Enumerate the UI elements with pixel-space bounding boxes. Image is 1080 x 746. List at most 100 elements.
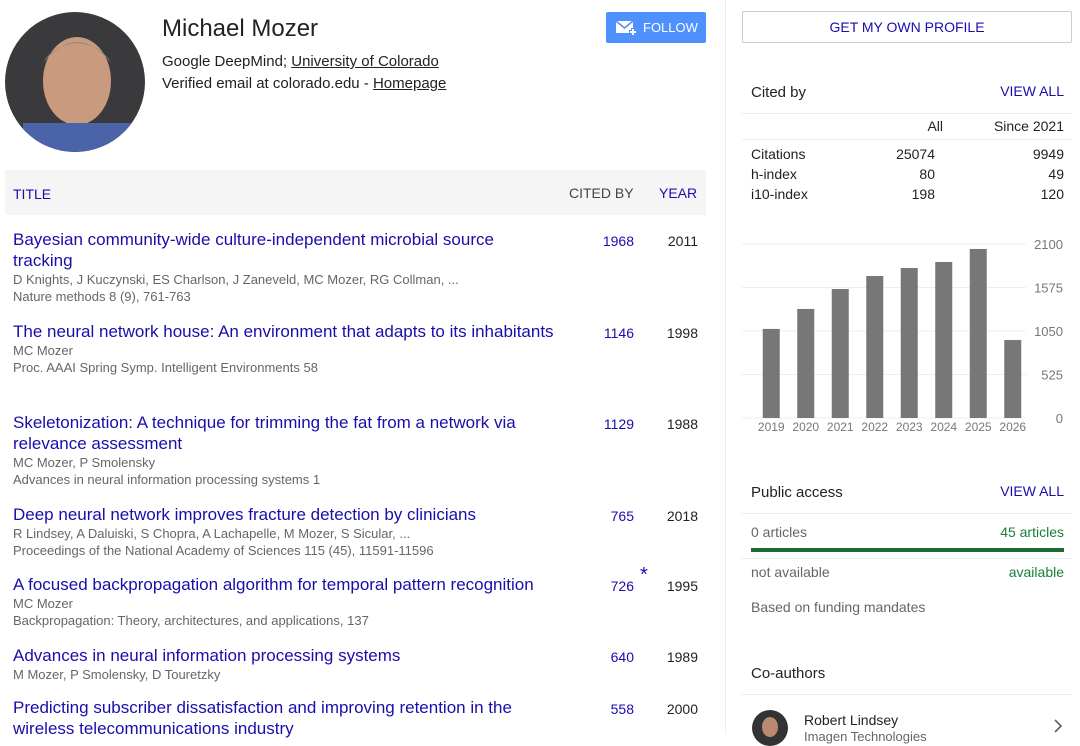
cited-by-count[interactable]: 558: [610, 701, 634, 717]
article-venue: Advances in neural information processin…: [13, 472, 321, 487]
cited-by-count[interactable]: 726: [610, 578, 634, 594]
citation-chart: 0 525 1050 1575 2100 2019 2020 2021 2022 2023 2024…: [742, 237, 1063, 434]
header-title[interactable]: TITLE: [13, 186, 52, 202]
metric-all: 80: [919, 166, 935, 182]
x-tick-label: 2019: [758, 420, 785, 434]
article-authors: R Lindsey, A Daluiski, S Chopra, A Lacha…: [13, 526, 411, 541]
rule: [742, 694, 1072, 695]
article-year: 1995: [666, 578, 698, 594]
coauthor-avatar: [752, 710, 788, 746]
public-access-title: Public access: [751, 484, 843, 501]
bar: [831, 288, 849, 418]
metric-since: 120: [1040, 186, 1064, 202]
x-tick-label: 2026: [999, 420, 1026, 434]
article-year: 1989: [666, 649, 698, 665]
progress-bar: [751, 548, 1064, 552]
bar: [797, 308, 815, 418]
article-year: 2000: [666, 701, 698, 717]
email-text: Verified email at colorado.edu -: [162, 75, 369, 92]
metric-since: 49: [1048, 166, 1064, 182]
bar: [969, 248, 987, 418]
cited-by-count[interactable]: 1146: [603, 325, 634, 341]
bar: [866, 275, 884, 418]
x-tick-label: 2022: [861, 420, 888, 434]
column-header: All: [927, 118, 943, 134]
chevron[interactable]: [1052, 718, 1064, 734]
metric-all: 198: [911, 186, 935, 202]
article-venue: Proceedings of the National Academy of S…: [13, 543, 434, 558]
article-title[interactable]: Advances in neural information processin…: [13, 646, 401, 665]
bar: [1004, 340, 1022, 418]
article-title[interactable]: Bayesian community-wide culture-independ…: [13, 230, 494, 270]
article-venue: Nature methods 8 (9), 761-763: [13, 289, 191, 304]
homepage-link[interactable]: Homepage: [372, 75, 447, 92]
avatar: [5, 12, 145, 152]
available-label: available: [1008, 564, 1064, 580]
not-available-label: not available: [751, 564, 830, 580]
metric-label: Citations: [751, 146, 806, 162]
email: Verified email at colorado.edu - Homepag…: [162, 75, 446, 92]
column-header: Since 2021: [993, 118, 1064, 134]
table-header: TITLE CITED BY YEAR: [5, 170, 706, 215]
article-title[interactable]: Predicting subscriber dissatisfaction an…: [13, 698, 512, 738]
metric-since: 9949: [1032, 146, 1064, 162]
affiliation-link[interactable]: University of Colorado: [291, 53, 439, 70]
article-year: 1988: [666, 416, 698, 432]
y-tick-label: 1575: [1034, 281, 1063, 296]
article-year: 2018: [666, 508, 698, 524]
mandates-note: Based on funding mandates: [751, 599, 926, 615]
view-all[interactable]: VIEW ALL: [1000, 483, 1064, 499]
get-profile-button[interactable]: GET MY OWN PROFILE: [742, 11, 1072, 43]
coauthors-title: Co-authors: [751, 665, 826, 682]
x-tick-label: 2025: [965, 420, 992, 434]
article-title[interactable]: Deep neural network improves fracture de…: [13, 505, 477, 524]
follow-button[interactable]: FOLLOW: [606, 12, 706, 43]
article-authors: MC Mozer: [13, 596, 73, 611]
header-cited-by[interactable]: CITED BY: [569, 185, 634, 201]
coauthor-name[interactable]: Robert Lindsey: [804, 712, 899, 728]
bar: [762, 328, 780, 418]
rule: [742, 513, 1072, 514]
article-title[interactable]: The neural network house: An environment…: [13, 322, 554, 341]
follow-icon: [616, 20, 637, 36]
cited-by-count[interactable]: 640: [610, 649, 634, 665]
x-tick-label: 2021: [827, 420, 854, 434]
cited-by-count[interactable]: 765: [610, 508, 634, 524]
affiliation: Google DeepMind; University of Colorado: [162, 53, 439, 70]
article-year: 1998: [666, 325, 698, 341]
header-year[interactable]: YEAR: [659, 185, 698, 201]
y-tick-label: 1050: [1034, 324, 1063, 339]
bar: [935, 261, 953, 418]
available-count: 45 articles: [1000, 524, 1064, 540]
y-tick-label: 2100: [1034, 237, 1063, 252]
view-all[interactable]: VIEW ALL: [1000, 83, 1064, 99]
article-venue: Proc. AAAI Spring Symp. Intelligent Envi…: [13, 360, 318, 375]
affiliation-text: Google DeepMind;: [162, 53, 288, 70]
bar: [900, 268, 918, 418]
follow-label: FOLLOW: [643, 20, 698, 35]
x-tick-label: 2024: [930, 420, 957, 434]
metric-all: 25074: [896, 146, 935, 162]
metric-label: h-index: [751, 166, 797, 182]
article-authors: M Mozer, P Smolensky, D Touretzky: [13, 667, 221, 682]
divider: [725, 0, 726, 734]
cited-by-count[interactable]: 1968: [602, 233, 634, 249]
metric-label: i10-index: [751, 186, 808, 202]
article-year: 2011: [667, 233, 698, 249]
article-title[interactable]: A focused backpropagation algorithm for …: [13, 575, 534, 594]
rule: [742, 558, 1072, 559]
article-authors: MC Mozer, P Smolensky: [13, 455, 156, 470]
cited-by-count[interactable]: 1129: [603, 416, 634, 432]
cited-by-note: *: [640, 564, 648, 586]
article-authors: D Knights, J Kuczynski, ES Charlson, J Z…: [13, 272, 459, 287]
article-authors: MC Mozer: [13, 343, 73, 358]
y-tick-label: 525: [1041, 368, 1063, 383]
article-title[interactable]: Skeletonization: A technique for trimmin…: [13, 413, 516, 453]
not-available-count: 0 articles: [751, 524, 808, 540]
x-tick-label: 2020: [792, 420, 819, 434]
article-venue: Backpropagation: Theory, architectures, …: [13, 613, 369, 628]
rule: [742, 139, 1072, 140]
rule: [742, 113, 1072, 114]
coauthor-affiliation: Imagen Technologies: [804, 729, 927, 744]
cited-by-title: Cited by: [751, 84, 807, 101]
